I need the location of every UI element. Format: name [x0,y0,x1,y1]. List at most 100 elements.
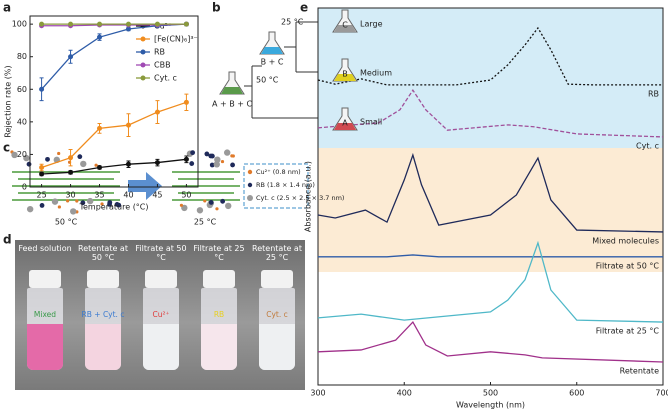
vial-lid [87,270,119,288]
data-point [68,155,74,161]
series-line [317,26,663,86]
vial-lid [145,270,177,288]
vial: Filtrate at 25 °C RB [191,240,247,390]
molecule [77,154,83,160]
y-axis-label: Rejection rate (%) [4,65,13,137]
data-point [68,54,74,60]
data-point [39,164,45,170]
legend-label: RB [154,48,165,57]
legend-label: Cyt. c (2.5 × 2.5 × 3.7 nm) [256,194,344,202]
molecule [51,198,59,205]
molecule [208,153,214,159]
curve-label: Filtrate at 25 °C [596,327,660,336]
mixture-label: A + B + C [212,100,253,109]
temp-label: 50 °C [55,218,78,227]
panel-label: b [212,1,221,15]
molecule [215,207,219,211]
flask-liquid [334,123,356,130]
legend-marker [140,75,146,81]
product-letter: A [342,119,348,128]
x-tick-label: 500 [483,389,498,398]
molecule [94,163,98,167]
molecule [23,154,30,162]
y-axis-label: Absorbance (a.u.) [304,161,313,232]
vial-caption: Filtrate at 25 °C [193,244,245,262]
vial-label: Cyt. c [266,310,288,319]
legend-dot [247,182,253,188]
panel-label: a [3,1,11,15]
molecule [204,151,210,157]
vial-caption: Filtrate at 50 °C [135,244,187,262]
x-tick-label: 700 [655,389,668,398]
vial-liquid [201,324,237,370]
legend-marker [140,49,146,55]
curve-label: Mixed molecules [592,236,659,245]
x-tick-label: 45 [152,191,162,200]
x-tick-label: 400 [397,389,412,398]
panel-label: d [3,233,12,247]
series-line [318,254,663,258]
legend-label: [Fe(CN)₆]³⁻ [154,35,198,44]
data-point [68,169,74,175]
vial-label: Mixed [33,310,57,319]
product-letter: C [342,21,348,30]
data-point [97,164,103,170]
vial-glass [201,288,237,370]
product-size: Large [360,20,383,29]
legend-bg [134,59,196,72]
data-point [183,156,189,162]
data-point [97,34,103,40]
legend-label: Cu²⁺ (0.8 nm) [256,168,301,176]
molecule [45,156,50,162]
molecule [181,204,188,212]
legend-box [243,163,309,209]
curve-label: RB [648,89,659,98]
x-axis-label: Temperature (°C) [78,203,148,212]
legend-dot [247,169,253,175]
product-letter: B [342,70,348,79]
legend-label: RB (1.8 × 1.4 nm) [256,181,315,189]
data-point [154,109,160,115]
vial-glass [27,288,63,370]
x-tick-label: 35 [94,191,104,200]
vial-glass [259,288,295,370]
legend-dot [247,195,253,201]
y-tick-label: 20 [17,150,27,159]
molecule [223,149,231,156]
vial-label: RB + Cyt. c [81,310,125,319]
molecule [203,199,207,203]
data-point [125,161,131,167]
molecule [39,203,45,208]
molecule [57,151,61,156]
product-size: Medium [360,69,392,78]
series-line [41,23,187,27]
flask-liquid [334,74,356,81]
legend-label: Cyt. c [154,74,177,83]
series-line [317,320,664,363]
vial-caption: Retentate at 50 °C [78,244,128,262]
legend-bg [134,72,196,85]
band [318,8,663,148]
molecule [107,200,113,205]
x-tick-label: 50 [181,191,191,200]
x-tick-label: 30 [65,191,75,200]
vial-liquid [259,324,295,370]
flask-liquid [261,47,283,54]
legend-bg [134,46,196,59]
x-tick-label: 40 [123,191,133,200]
vial-label: RB [213,310,225,319]
data-point [97,21,103,27]
temp-label: 25 °C [281,18,304,27]
data-point [154,160,160,166]
molecule [213,161,221,168]
legend-marker [140,36,146,42]
molecule [189,161,195,166]
data-point [125,21,131,27]
series-line [41,23,187,90]
x-tick-label: 600 [569,389,584,398]
molecule [86,197,94,205]
data-point [125,26,131,32]
vial-label: Cu²⁺ [152,310,170,319]
